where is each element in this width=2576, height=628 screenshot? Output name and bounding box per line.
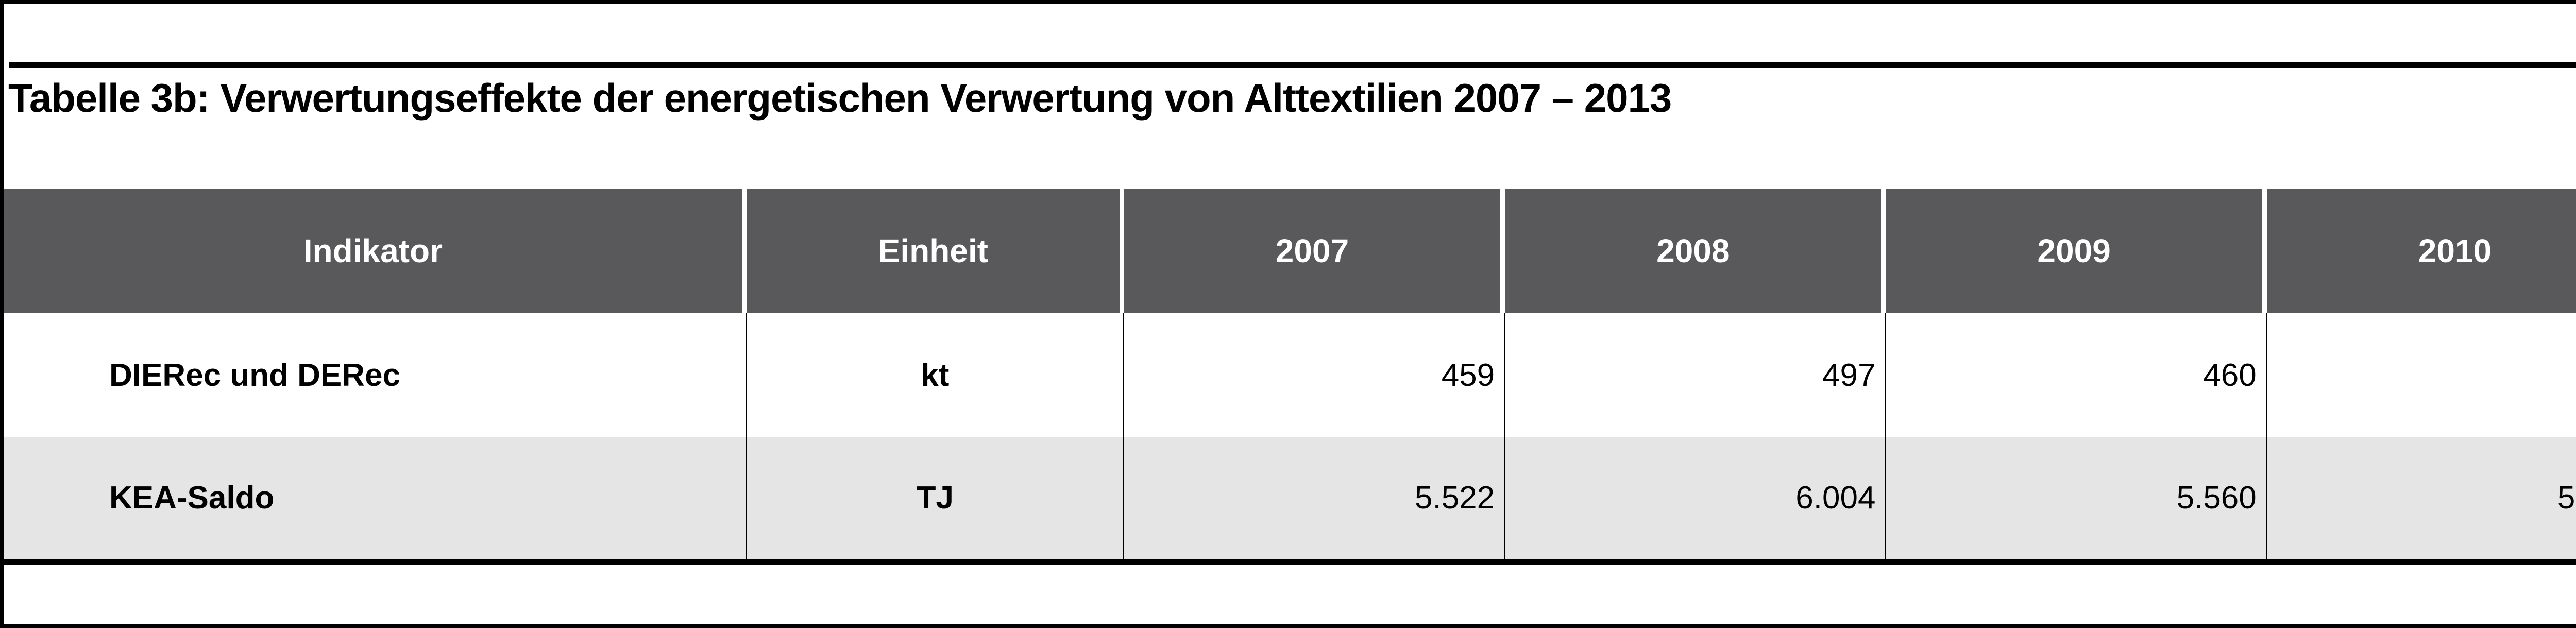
row-unit: TJ [747,437,1124,559]
table-header-row: Indikator Einheit 2007 2008 2009 2010 20… [4,189,2576,313]
cell-value: 5.315 [2267,437,2576,559]
title-top-rule [9,62,2576,68]
cell-value: 6.004 [1505,437,1886,559]
row-unit: kt [747,313,1124,437]
column-header-2010: 2010 [2266,189,2576,313]
cell-value: 459 [1124,313,1505,437]
cell-value: 439 [2267,313,2576,437]
cell-value: 5.522 [1124,437,1505,559]
table-row-dierec-derec: DIERec und DERec kt 459 497 460 439 422 … [4,313,2576,437]
row-label: DIERec und DERec [4,313,747,437]
data-table: Indikator Einheit 2007 2008 2009 2010 20… [4,189,2576,565]
column-header-2008: 2008 [1505,189,1886,313]
column-header-2009: 2009 [1886,189,2267,313]
cell-value: 5.560 [1886,437,2267,559]
cell-value: 497 [1505,313,1886,437]
column-header-einheit: Einheit [747,189,1124,313]
column-header-indikator: Indikator [4,189,747,313]
column-header-2007: 2007 [1124,189,1505,313]
table-row-kea-saldo: KEA-Saldo TJ 5.522 6.004 5.560 5.315 5.1… [4,437,2576,559]
row-label: KEA-Saldo [4,437,747,559]
cell-value: 460 [1886,313,2267,437]
table-title: Tabelle 3b: Verwertungseffekte der energ… [8,75,1672,121]
